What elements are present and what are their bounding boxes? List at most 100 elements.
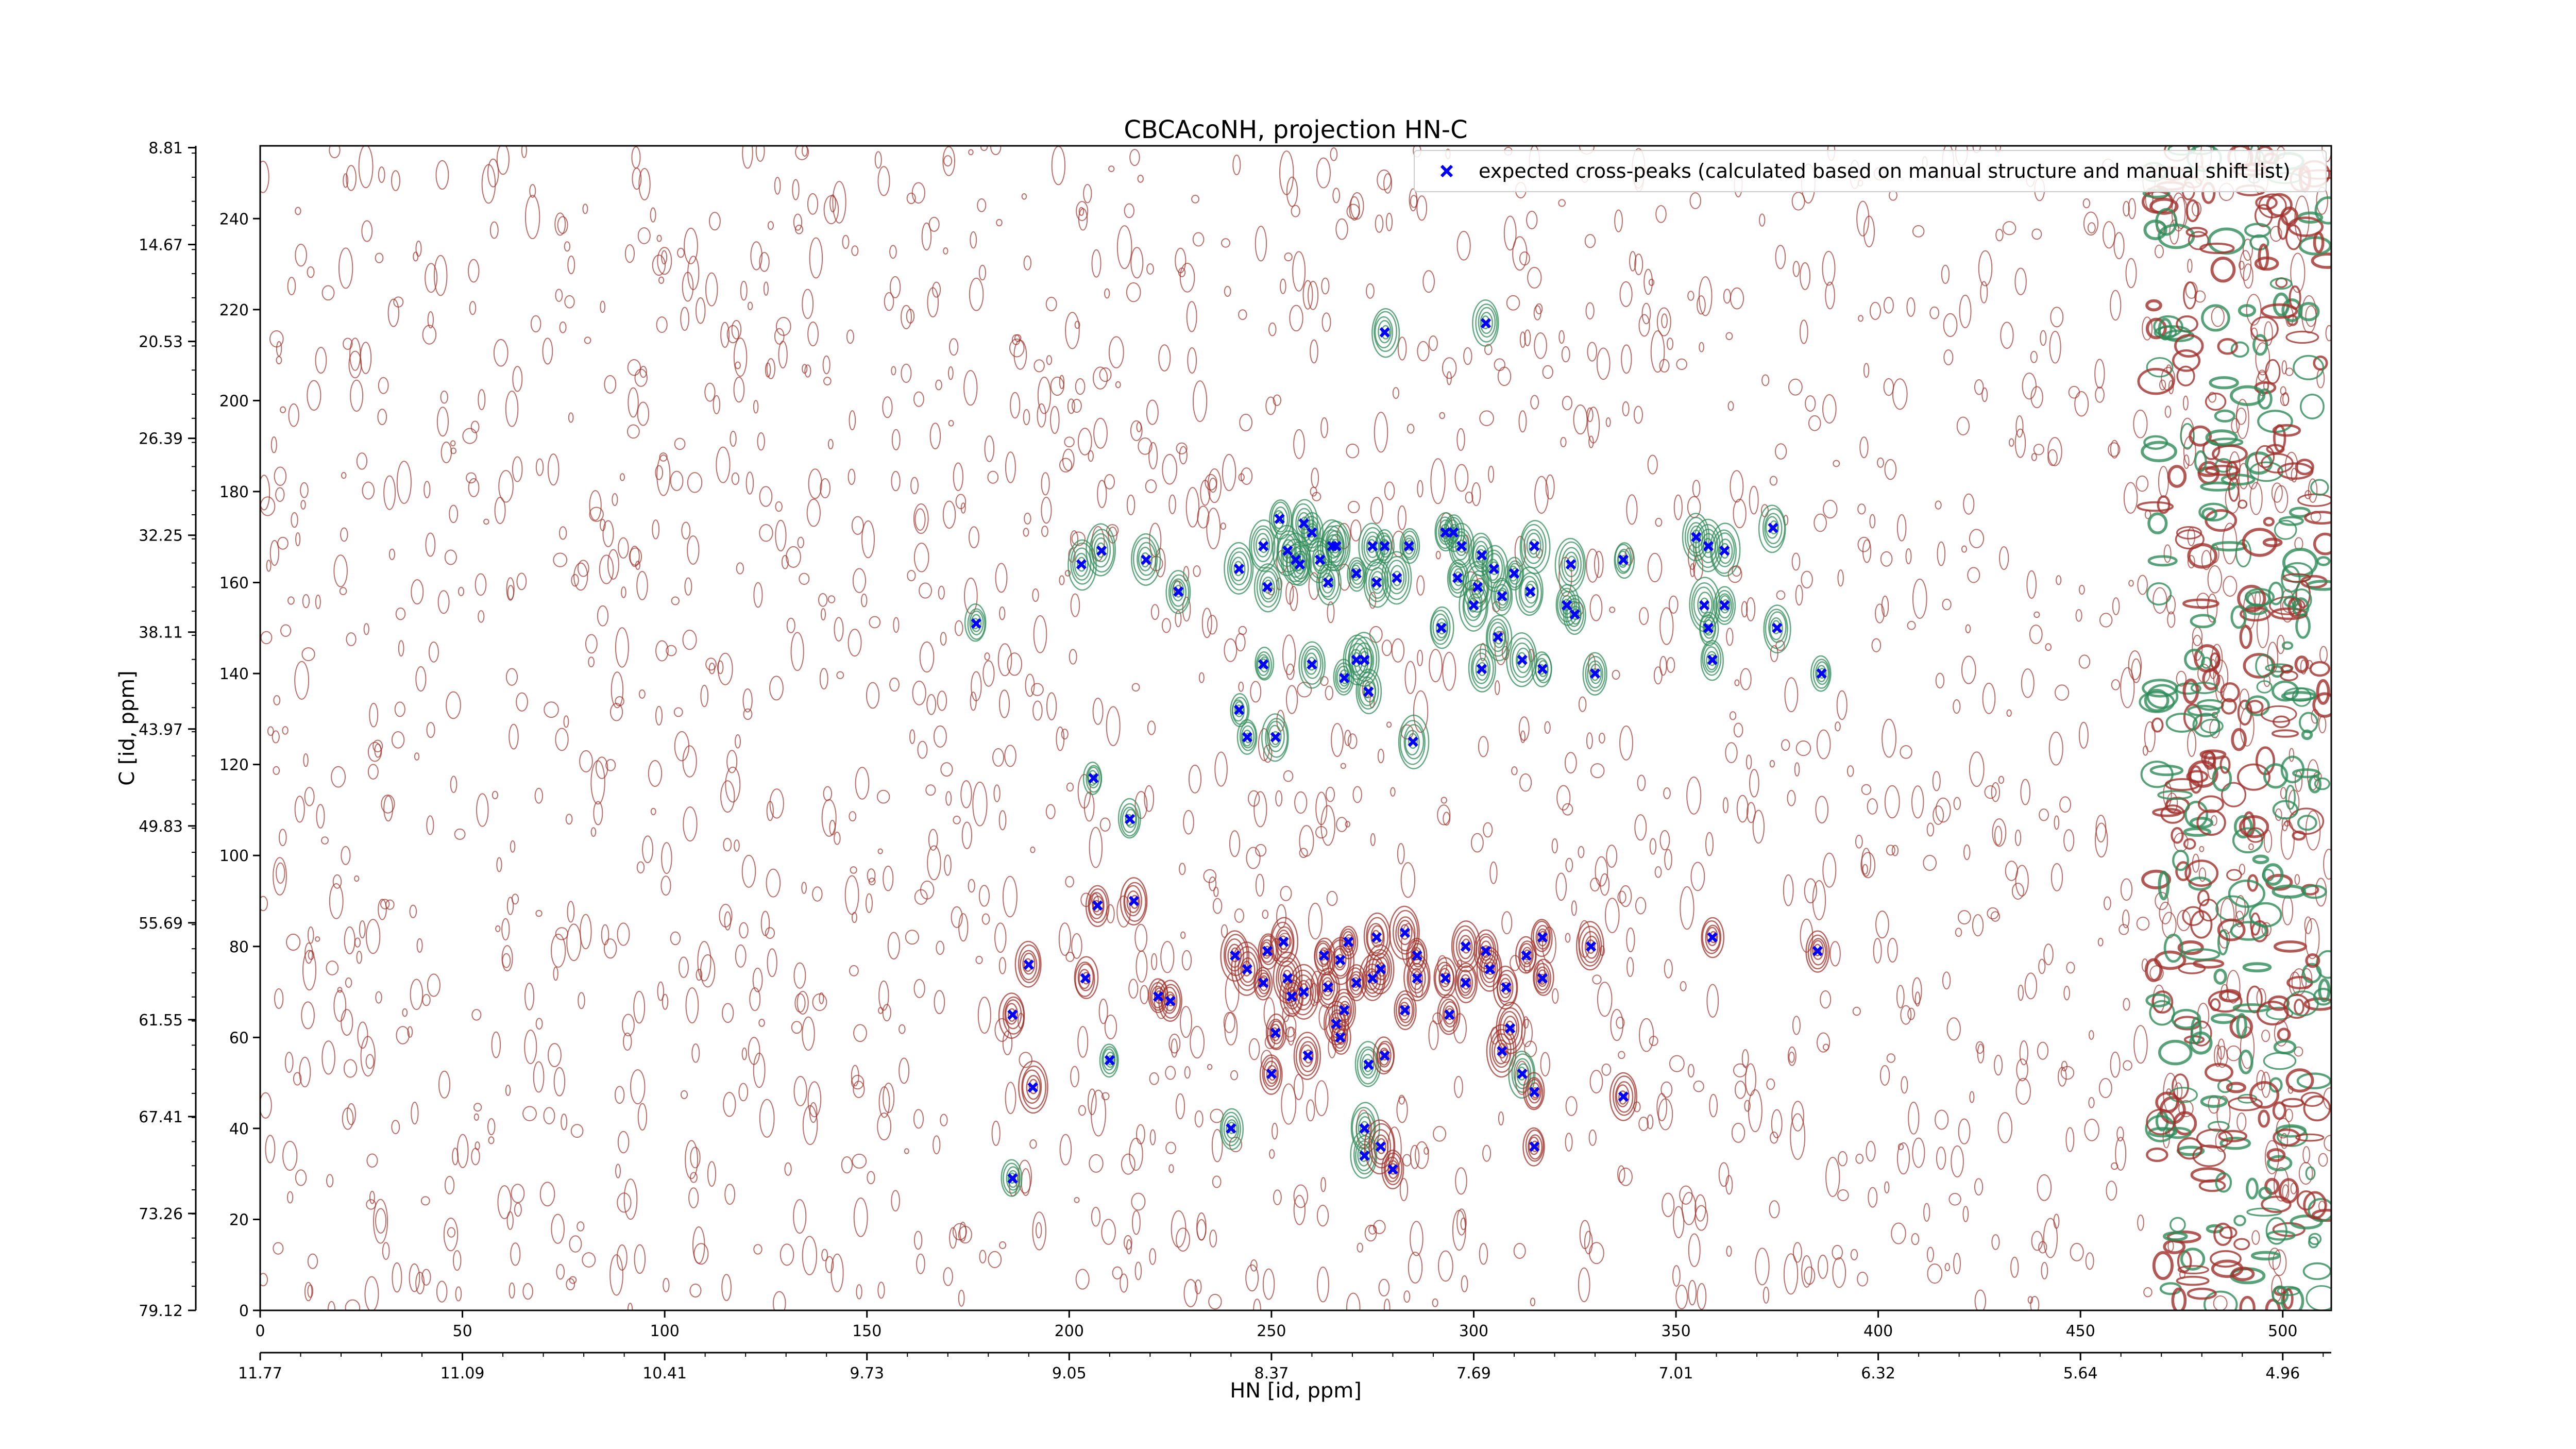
noise-contour xyxy=(627,359,641,376)
edge-contour xyxy=(2201,507,2217,521)
peak-contour xyxy=(1265,1013,1287,1051)
noise-contour xyxy=(265,1135,276,1164)
noise-contour xyxy=(1795,740,1811,756)
noise-contour xyxy=(1149,1129,1156,1145)
edge-contour xyxy=(2217,918,2246,941)
cross-peak-marker-86 xyxy=(1456,541,1467,551)
x-tick-label-0: 0 xyxy=(255,1322,265,1340)
noise-contour xyxy=(1769,1200,1780,1219)
noise-contour xyxy=(516,692,528,712)
noise-contour xyxy=(934,990,945,1015)
noise-contour xyxy=(726,325,739,344)
edge-contour xyxy=(2258,1186,2273,1200)
noise-contour xyxy=(1067,398,1075,414)
noise-contour xyxy=(1088,450,1094,462)
edge-contour xyxy=(2294,655,2309,673)
peak-contour xyxy=(1413,971,1421,985)
noise-contour xyxy=(326,1174,334,1188)
noise-contour xyxy=(392,1262,402,1293)
noise-contour xyxy=(315,347,327,374)
noise-contour xyxy=(1315,791,1328,825)
noise-contour xyxy=(928,216,940,232)
peak-contour xyxy=(1400,924,1410,940)
noise-contour xyxy=(1101,1092,1110,1101)
noise-contour xyxy=(2304,916,2312,934)
edge-contour xyxy=(2252,854,2269,864)
edge-contour xyxy=(2230,385,2266,407)
peak-contour xyxy=(1482,549,1505,588)
noise-contour xyxy=(1479,643,1486,662)
noise-contour xyxy=(1961,545,1968,553)
noise-contour xyxy=(891,1190,900,1212)
noise-contour xyxy=(1706,984,1719,1018)
peak-contour xyxy=(1704,619,1714,636)
noise-contour xyxy=(1694,1205,1708,1231)
peak-contour xyxy=(1535,924,1550,950)
noise-contour xyxy=(2082,198,2091,209)
peak-contour xyxy=(1261,576,1275,600)
noise-contour xyxy=(300,482,309,498)
cross-peak-marker-99 xyxy=(1497,591,1507,602)
noise-contour xyxy=(2137,575,2148,595)
peak-contour xyxy=(1528,1136,1540,1155)
noise-contour xyxy=(2015,415,2024,438)
noise-contour xyxy=(1108,165,1115,173)
cross-peak-marker-6 xyxy=(1080,973,1091,984)
noise-contour xyxy=(1814,513,1827,532)
noise-contour xyxy=(1180,1006,1193,1038)
edge-contour xyxy=(2210,1250,2242,1268)
noise-contour xyxy=(1104,288,1110,299)
peak-contour xyxy=(1495,584,1510,609)
peak-contour xyxy=(1092,896,1104,916)
noise-contour xyxy=(1011,334,1021,345)
cross-peak-marker-90 xyxy=(1472,582,1483,593)
edge-contour xyxy=(2155,208,2178,236)
peak-contour xyxy=(1317,519,1347,571)
peak-contour xyxy=(1517,652,1527,668)
peak-contour xyxy=(1370,571,1384,594)
noise-contour xyxy=(614,1086,625,1104)
noise-contour xyxy=(1629,251,1637,272)
cross-peak-marker-91 xyxy=(1477,664,1487,675)
peak-contour xyxy=(1372,1036,1395,1075)
noise-contour xyxy=(1812,880,1826,920)
noise-contour xyxy=(1238,309,1247,320)
noise-contour xyxy=(1106,904,1115,923)
noise-contour xyxy=(1923,855,1937,871)
peak-contour xyxy=(1492,626,1506,648)
noise-contour xyxy=(341,471,347,479)
edge-contour xyxy=(2254,204,2273,227)
noise-contour xyxy=(1435,551,1441,560)
edge-contour xyxy=(2208,1121,2230,1132)
noise-contour xyxy=(573,562,588,591)
noise-contour xyxy=(350,379,364,412)
cross-peak-marker-76 xyxy=(1403,541,1414,551)
edge-contour xyxy=(2176,1275,2210,1286)
noise-contour xyxy=(1676,358,1687,370)
noise-contour xyxy=(2164,406,2172,418)
peak-contour xyxy=(1148,978,1168,1014)
noise-contour xyxy=(1792,1242,1802,1263)
x-tick-label-100: 100 xyxy=(650,1322,680,1340)
noise-contour xyxy=(2131,658,2142,683)
cross-peak-marker-127 xyxy=(1719,545,1730,556)
noise-contour xyxy=(1610,1008,1623,1041)
noise-contour xyxy=(391,731,405,749)
noise-contour xyxy=(689,1172,698,1183)
noise-contour xyxy=(1131,683,1140,692)
peak-contour xyxy=(1234,701,1244,718)
ppm-x-tick-label: 6.32 xyxy=(1861,1364,1895,1383)
edge-contour xyxy=(2313,532,2331,555)
noise-contour xyxy=(642,835,654,864)
noise-contour xyxy=(909,729,916,744)
edge-contour xyxy=(2211,1259,2244,1278)
noise-contour xyxy=(1655,517,1663,527)
edge-contour xyxy=(2308,774,2322,794)
noise-contour xyxy=(1748,1089,1762,1133)
noise-contour xyxy=(1604,898,1620,933)
noise-contour xyxy=(1935,500,1942,510)
noise-contour xyxy=(866,682,880,709)
noise-contour xyxy=(1345,821,1350,828)
noise-contour xyxy=(1912,1137,1925,1168)
edge-contour xyxy=(2182,598,2219,609)
